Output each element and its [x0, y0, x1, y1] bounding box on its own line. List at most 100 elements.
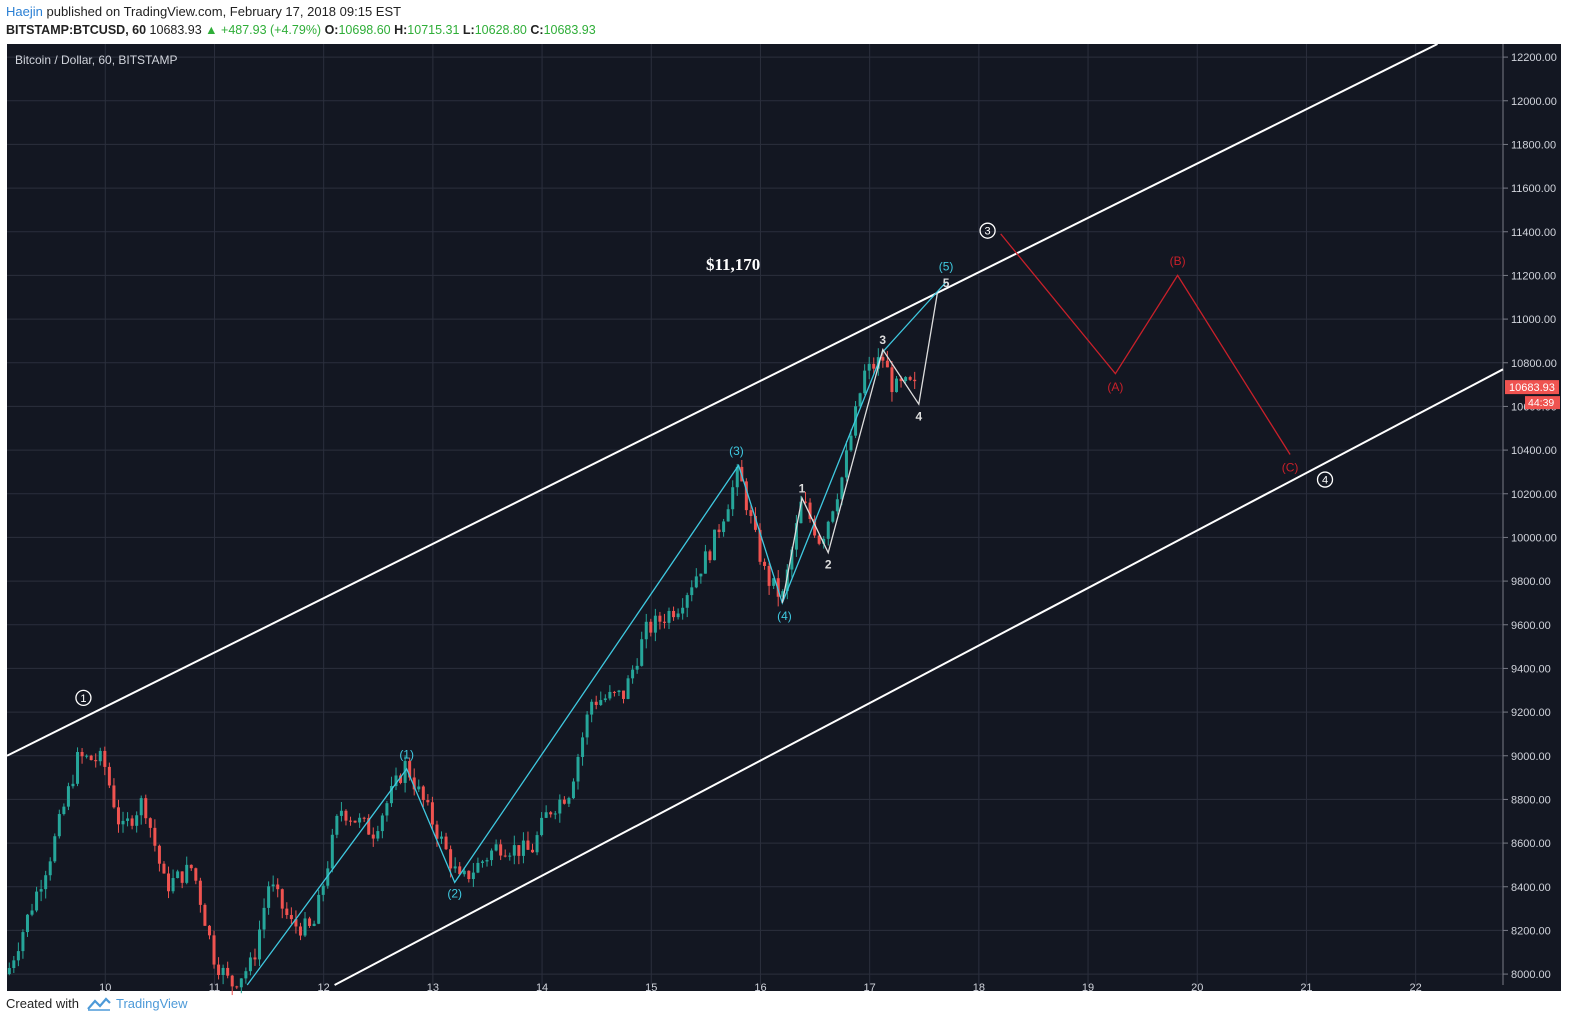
y-tick-label: 11800.00 [1511, 139, 1556, 151]
candle-body [512, 845, 516, 856]
candle-body [735, 466, 739, 488]
candle-body [399, 775, 403, 783]
candle-body [631, 669, 635, 679]
wave-red-label: (B) [1170, 254, 1186, 268]
x-tick-label: 19 [1082, 982, 1094, 994]
symbol-name: BITSTAMP:BTCUSD, 60 [6, 23, 147, 37]
candle-body [590, 701, 594, 715]
y-tick-label: 8200.00 [1511, 925, 1551, 937]
high-label: H: [394, 23, 408, 37]
candle-body [867, 363, 871, 371]
x-tick-label: 10 [99, 982, 111, 994]
candle-body [872, 363, 876, 369]
candle-body [776, 578, 780, 597]
candle-body [7, 968, 11, 975]
y-tick-label: 10200.00 [1511, 489, 1557, 501]
y-tick-label: 12200.00 [1511, 52, 1557, 64]
time-axis-strip [7, 985, 1561, 991]
candle-body [772, 578, 776, 586]
x-tick-label: 15 [645, 982, 657, 994]
wave-cyan-label: (4) [777, 609, 792, 623]
candle-body [230, 975, 234, 987]
candle-body [603, 698, 607, 701]
candle-body [25, 914, 29, 933]
wave-white-label: 3 [879, 333, 886, 347]
x-tick-label: 12 [318, 982, 330, 994]
candle-body [676, 613, 680, 618]
close-value: 10683.93 [543, 23, 596, 37]
candle-body [503, 855, 507, 857]
tradingview-brand[interactable]: TradingView [87, 996, 188, 1011]
candle-body [76, 751, 80, 784]
channel-upper-line [6, 43, 1438, 757]
last-price-tag [1505, 380, 1559, 395]
candle-body [371, 834, 375, 839]
author-link[interactable]: Haejin [6, 4, 43, 19]
candle-body [644, 621, 648, 640]
candle-body [94, 760, 98, 762]
candle-body [767, 565, 771, 586]
y-tick-label: 9400.00 [1511, 663, 1551, 675]
y-tick-label: 12000.00 [1511, 96, 1557, 108]
wave-white: 1 2 3 4 5 [781, 276, 950, 604]
candle-body [626, 678, 630, 699]
candle-body [804, 501, 808, 503]
candle-body [139, 798, 143, 816]
candle-body [135, 815, 139, 826]
brand-label: TradingView [115, 996, 188, 1011]
candle-body [153, 827, 157, 846]
candle-body [339, 810, 343, 816]
candle-body [781, 591, 785, 597]
candle-body [267, 886, 271, 908]
candle-body [885, 360, 889, 368]
wave-white-label: 2 [825, 558, 832, 572]
circled-label-text: 4 [1322, 475, 1328, 487]
candle-body [16, 951, 20, 961]
candle-body [890, 367, 894, 393]
candle-body [658, 615, 662, 622]
candle-body [790, 549, 794, 570]
candle-body [490, 850, 494, 861]
y-tick-label: 8800.00 [1511, 794, 1551, 806]
y-tick-label: 10400.00 [1511, 445, 1557, 457]
candle-body [244, 971, 248, 979]
candle-body [148, 818, 152, 828]
grid-lines: 8000.00 8200.00 8400.00 8600.00 8800.00 9000.… [7, 44, 1557, 994]
candle-body [517, 845, 521, 856]
y-tick-label: 11400.00 [1511, 227, 1556, 239]
candle-body [521, 840, 525, 856]
candle-body [317, 894, 321, 924]
candle-body [549, 812, 553, 815]
candle-body [858, 393, 862, 407]
footer: Created with TradingView [6, 996, 188, 1011]
candle-body [103, 750, 107, 767]
candle-body [649, 621, 653, 633]
candle-body [763, 561, 767, 566]
open-value: 10698.60 [338, 23, 391, 37]
high-value: 10715.31 [407, 23, 460, 37]
candle-body [57, 814, 61, 837]
y-tick-label: 11000.00 [1511, 314, 1556, 326]
candle-body [667, 610, 671, 623]
candle-body [185, 864, 189, 883]
wave-cyan-label: (2) [447, 886, 462, 900]
open-label: O: [324, 23, 339, 37]
candle-body [640, 639, 644, 666]
candle-body [822, 538, 826, 544]
candle-body [480, 861, 484, 863]
candle-body [349, 820, 353, 822]
x-tick-label: 17 [864, 982, 876, 994]
candle-body [258, 929, 262, 960]
candle-body [98, 750, 102, 762]
wave-white-label: 5 [943, 276, 950, 290]
candle-body [713, 529, 717, 561]
candle-body [121, 820, 125, 825]
candle-body [440, 836, 444, 839]
candle-body [458, 866, 462, 875]
candle-body [167, 873, 171, 892]
candle-body [799, 501, 803, 524]
candle-body [212, 935, 216, 965]
candle-body [726, 509, 730, 522]
candle-body [904, 377, 908, 382]
